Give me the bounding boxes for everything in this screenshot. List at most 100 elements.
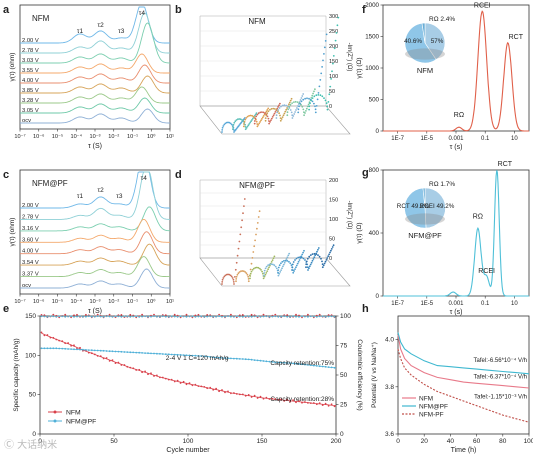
nyquist-point xyxy=(235,119,238,121)
nyquist-point xyxy=(252,117,254,120)
capacity-point xyxy=(161,353,164,355)
capacity-point xyxy=(286,362,289,364)
nyquist-point xyxy=(249,114,252,117)
ce-point xyxy=(173,315,176,318)
capacity-point xyxy=(333,366,336,369)
nyquist-point xyxy=(240,270,242,273)
nyquist-point xyxy=(296,262,299,265)
nyquist-point xyxy=(234,120,237,123)
capacity-point xyxy=(194,383,197,386)
z-tick-label: 200 xyxy=(329,44,338,50)
nyquist-point xyxy=(305,107,308,110)
nyquist-point xyxy=(277,266,280,269)
capacity-point xyxy=(156,352,158,355)
ce-point xyxy=(141,313,144,316)
nyquist-point xyxy=(252,267,255,270)
ce-point xyxy=(70,315,72,318)
nyquist-point xyxy=(267,107,270,110)
nyquist-point xyxy=(304,112,306,114)
nyquist-point xyxy=(275,267,278,270)
nyquist-point xyxy=(269,121,271,123)
nyquist-point xyxy=(316,98,319,101)
nyquist-point xyxy=(284,259,287,262)
nyquist-point xyxy=(324,40,327,42)
nyquist-point xyxy=(231,277,234,279)
nyquist-point xyxy=(288,103,290,106)
nyquist-point xyxy=(234,276,236,278)
nyquist-point xyxy=(277,109,280,111)
capacity-point xyxy=(262,397,265,400)
capacity-point xyxy=(79,348,81,351)
nyquist-point xyxy=(233,121,236,124)
capacity-point xyxy=(259,395,262,398)
nyquist-point xyxy=(239,233,242,236)
nyquist-point xyxy=(315,94,318,97)
legend-label: NFM@PF xyxy=(66,419,96,426)
series-label: 3.28 V xyxy=(22,98,39,104)
drt-curve xyxy=(20,75,170,94)
peak-label: RCEI xyxy=(474,2,491,9)
capacity-point xyxy=(197,385,200,387)
ce-point xyxy=(123,315,126,318)
nyquist-point xyxy=(314,105,316,108)
nyquist-point xyxy=(313,102,315,105)
x-axis-label: Cycle number xyxy=(166,447,210,454)
y2-tick-label: 25 xyxy=(340,402,348,409)
ce-point xyxy=(197,315,200,318)
capacity-point xyxy=(138,368,141,371)
nyquist-point xyxy=(292,271,295,274)
nyquist-point xyxy=(281,104,284,107)
annotation-text: 2-4 V 1 C=120 mAh/g xyxy=(166,355,229,362)
ce-point xyxy=(280,315,283,318)
nyquist-point xyxy=(259,121,261,123)
nyquist-point xyxy=(257,266,260,269)
nyquist-point xyxy=(249,121,252,124)
nyquist-point xyxy=(243,198,246,200)
capacity-point xyxy=(212,388,215,391)
nyquist-point xyxy=(267,117,270,120)
nyquist-point xyxy=(321,260,323,263)
ce-point xyxy=(40,314,43,316)
capacity-point xyxy=(197,355,200,357)
ce-point xyxy=(176,314,179,317)
peak-label: τ2 xyxy=(98,187,105,194)
capacity-point xyxy=(253,359,256,361)
capacity-point xyxy=(298,363,300,365)
y-axis-label: γ(τ) (ohm) xyxy=(9,53,16,82)
x-tick-label: 1E-7 xyxy=(391,301,404,307)
ce-point xyxy=(173,313,176,316)
z-tick-label: 200 xyxy=(329,178,338,184)
x-axis-label: Time (h) xyxy=(451,447,477,454)
nyquist-point xyxy=(324,99,327,102)
nyquist-point xyxy=(278,104,280,107)
nyquist-point xyxy=(317,92,320,94)
capacity-point xyxy=(96,349,99,352)
ce-point xyxy=(117,315,120,318)
drt-curve xyxy=(20,256,170,278)
nyquist-point xyxy=(288,252,291,255)
capacity-point xyxy=(126,365,129,368)
ce-point xyxy=(304,315,306,318)
capacity-point xyxy=(129,351,132,354)
nyquist-point xyxy=(317,254,319,256)
capacity-point xyxy=(40,347,43,350)
ce-point xyxy=(111,316,114,318)
nyquist-point xyxy=(294,259,296,261)
nyquist-point xyxy=(318,85,321,88)
nyquist-point xyxy=(303,114,305,117)
capacity-point xyxy=(61,347,64,350)
z-tick-label: 0 xyxy=(329,256,332,262)
nyquist-point xyxy=(308,265,311,268)
nyquist-point xyxy=(229,122,232,125)
capacity-point xyxy=(102,357,105,360)
nyquist-point xyxy=(247,278,250,280)
nyquist-point xyxy=(258,210,261,213)
y-tick-label: 150 xyxy=(25,313,36,320)
pie-text: 57% xyxy=(431,38,444,45)
nyquist-point xyxy=(271,259,274,261)
nyquist-point xyxy=(243,117,246,119)
capacity-point xyxy=(167,378,170,381)
nyquist-point xyxy=(236,254,239,257)
pie-shadow xyxy=(405,213,445,225)
